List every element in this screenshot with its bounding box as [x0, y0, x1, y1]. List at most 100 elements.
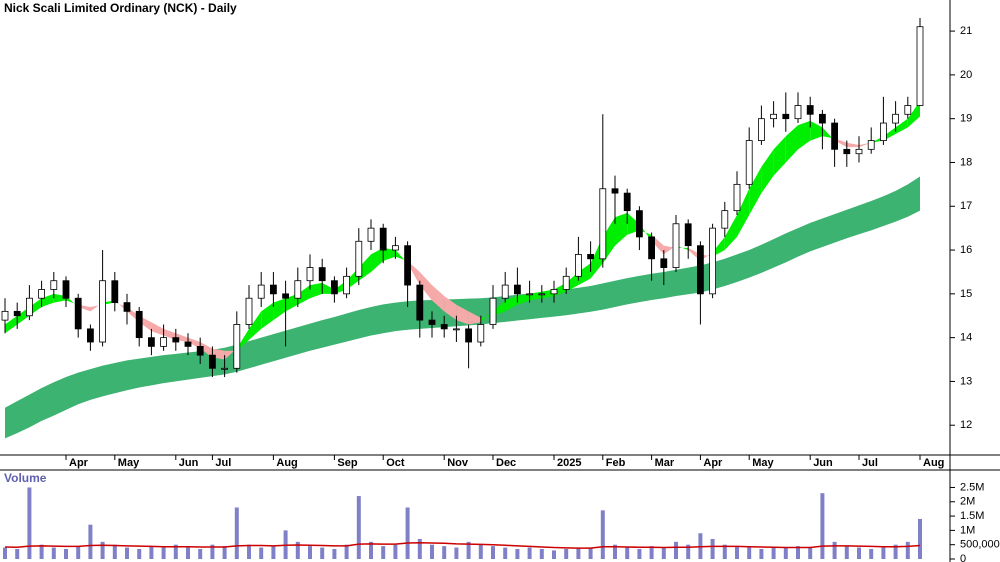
- x-tick-label: Apr: [69, 457, 89, 469]
- candle-body: [440, 324, 448, 330]
- volume-bar: [161, 547, 166, 559]
- candle-body: [379, 227, 387, 251]
- ribbon-segment: [151, 322, 164, 336]
- candle-body: [74, 297, 82, 330]
- volume-bar: [649, 546, 654, 559]
- volume-bar: [27, 487, 32, 559]
- volume-average: [4, 541, 921, 549]
- x-tick-label: May: [118, 457, 140, 469]
- volume-bar: [564, 548, 569, 559]
- x-tick-label: Jul: [862, 457, 878, 469]
- volume-bar: [3, 547, 7, 559]
- volume-bar: [881, 547, 886, 559]
- candle-body: [343, 275, 351, 295]
- candle-body: [599, 188, 607, 260]
- ribbon-segment: [846, 142, 859, 148]
- ribbon-segment: [517, 293, 530, 305]
- volume-bar: [661, 547, 666, 559]
- candle-body: [575, 254, 582, 277]
- x-tick-label: Aug: [923, 457, 944, 469]
- candle-body: [233, 324, 241, 369]
- candle-body: [196, 345, 204, 356]
- volume-bar: [100, 541, 105, 559]
- candle-body: [794, 105, 802, 120]
- candle-body: [904, 105, 912, 115]
- candle-body: [367, 227, 375, 242]
- ribbon-segment: [468, 311, 481, 325]
- candle-body: [330, 280, 338, 295]
- volume-bar: [76, 546, 81, 559]
- volume-bar: [430, 544, 434, 559]
- x-tick-label: 2025: [557, 457, 581, 469]
- volume-bar: [198, 548, 203, 559]
- volume-bar: [173, 544, 178, 559]
- candle-body: [855, 148, 863, 155]
- candle-body: [50, 280, 58, 290]
- volume-bar: [112, 544, 117, 559]
- candle-body: [697, 245, 704, 295]
- volume-bar: [393, 544, 398, 559]
- volume-bar: [625, 547, 630, 559]
- volume-bar: [51, 547, 56, 559]
- ribbon-segment: [663, 245, 676, 255]
- candle-body: [62, 280, 70, 299]
- volume-bar: [771, 547, 776, 559]
- candle-body: [562, 275, 570, 290]
- volume-bar: [466, 541, 471, 559]
- candle-body: [355, 240, 363, 277]
- x-tick-label: Jun: [813, 457, 833, 469]
- candle-body: [636, 210, 643, 238]
- volume-bar: [527, 547, 532, 559]
- ribbon-segment: [163, 328, 176, 340]
- volume-bar: [905, 541, 910, 559]
- candle-body: [318, 267, 326, 282]
- ribbon-segment: [773, 136, 786, 176]
- ribbon-segment: [297, 285, 310, 305]
- volume-bar: [515, 548, 520, 559]
- ribbon-segment: [859, 142, 872, 148]
- ribbon-segment: [371, 247, 384, 272]
- ribbon-segment: [383, 247, 396, 262]
- volume-bar: [332, 548, 337, 559]
- candle-body: [587, 254, 594, 260]
- volume-bar: [759, 548, 764, 559]
- y-tick-label: 0: [960, 553, 966, 562]
- ribbon-segment: [200, 342, 213, 358]
- candle-body: [13, 310, 21, 317]
- candle-body: [25, 297, 33, 317]
- candle-body: [623, 192, 631, 212]
- volume-bar: [747, 547, 752, 559]
- candle-body: [160, 337, 168, 347]
- ribbon-segment: [615, 212, 628, 246]
- volume-bar: [405, 507, 410, 559]
- volume-bar: [637, 548, 642, 559]
- ribbon-segment: [749, 166, 762, 216]
- volume-bar: [64, 548, 68, 559]
- y-tick-label: 14: [960, 332, 972, 344]
- volume-bar: [600, 510, 605, 559]
- volume-bar: [832, 541, 837, 559]
- volume-bar: [149, 546, 154, 559]
- volume-bar: [783, 547, 788, 559]
- y-tick-label: 1.5M: [960, 510, 984, 522]
- y-tick-label: 20: [960, 69, 972, 81]
- candle-body: [514, 284, 521, 295]
- candle-body: [172, 337, 180, 343]
- candle-body: [526, 293, 533, 296]
- ribbon-segment: [456, 304, 469, 325]
- ribbon-segment: [737, 188, 750, 237]
- candle-body: [611, 188, 619, 194]
- volume-bar: [344, 544, 349, 559]
- volume-bar: [491, 546, 495, 559]
- volume-bar: [735, 546, 739, 559]
- volume-bar: [857, 547, 861, 559]
- ribbon-segment: [578, 263, 591, 286]
- candle-body: [269, 284, 277, 295]
- candle-body: [843, 148, 851, 155]
- volume-bar: [820, 493, 825, 559]
- volume-bar: [588, 547, 593, 559]
- ribbon-segment: [432, 285, 445, 312]
- chart-title: Nick Scali Limited Ordinary (NCK) - Dail…: [4, 1, 237, 15]
- y-tick-label: 1M: [960, 524, 975, 536]
- candle-body: [684, 223, 692, 247]
